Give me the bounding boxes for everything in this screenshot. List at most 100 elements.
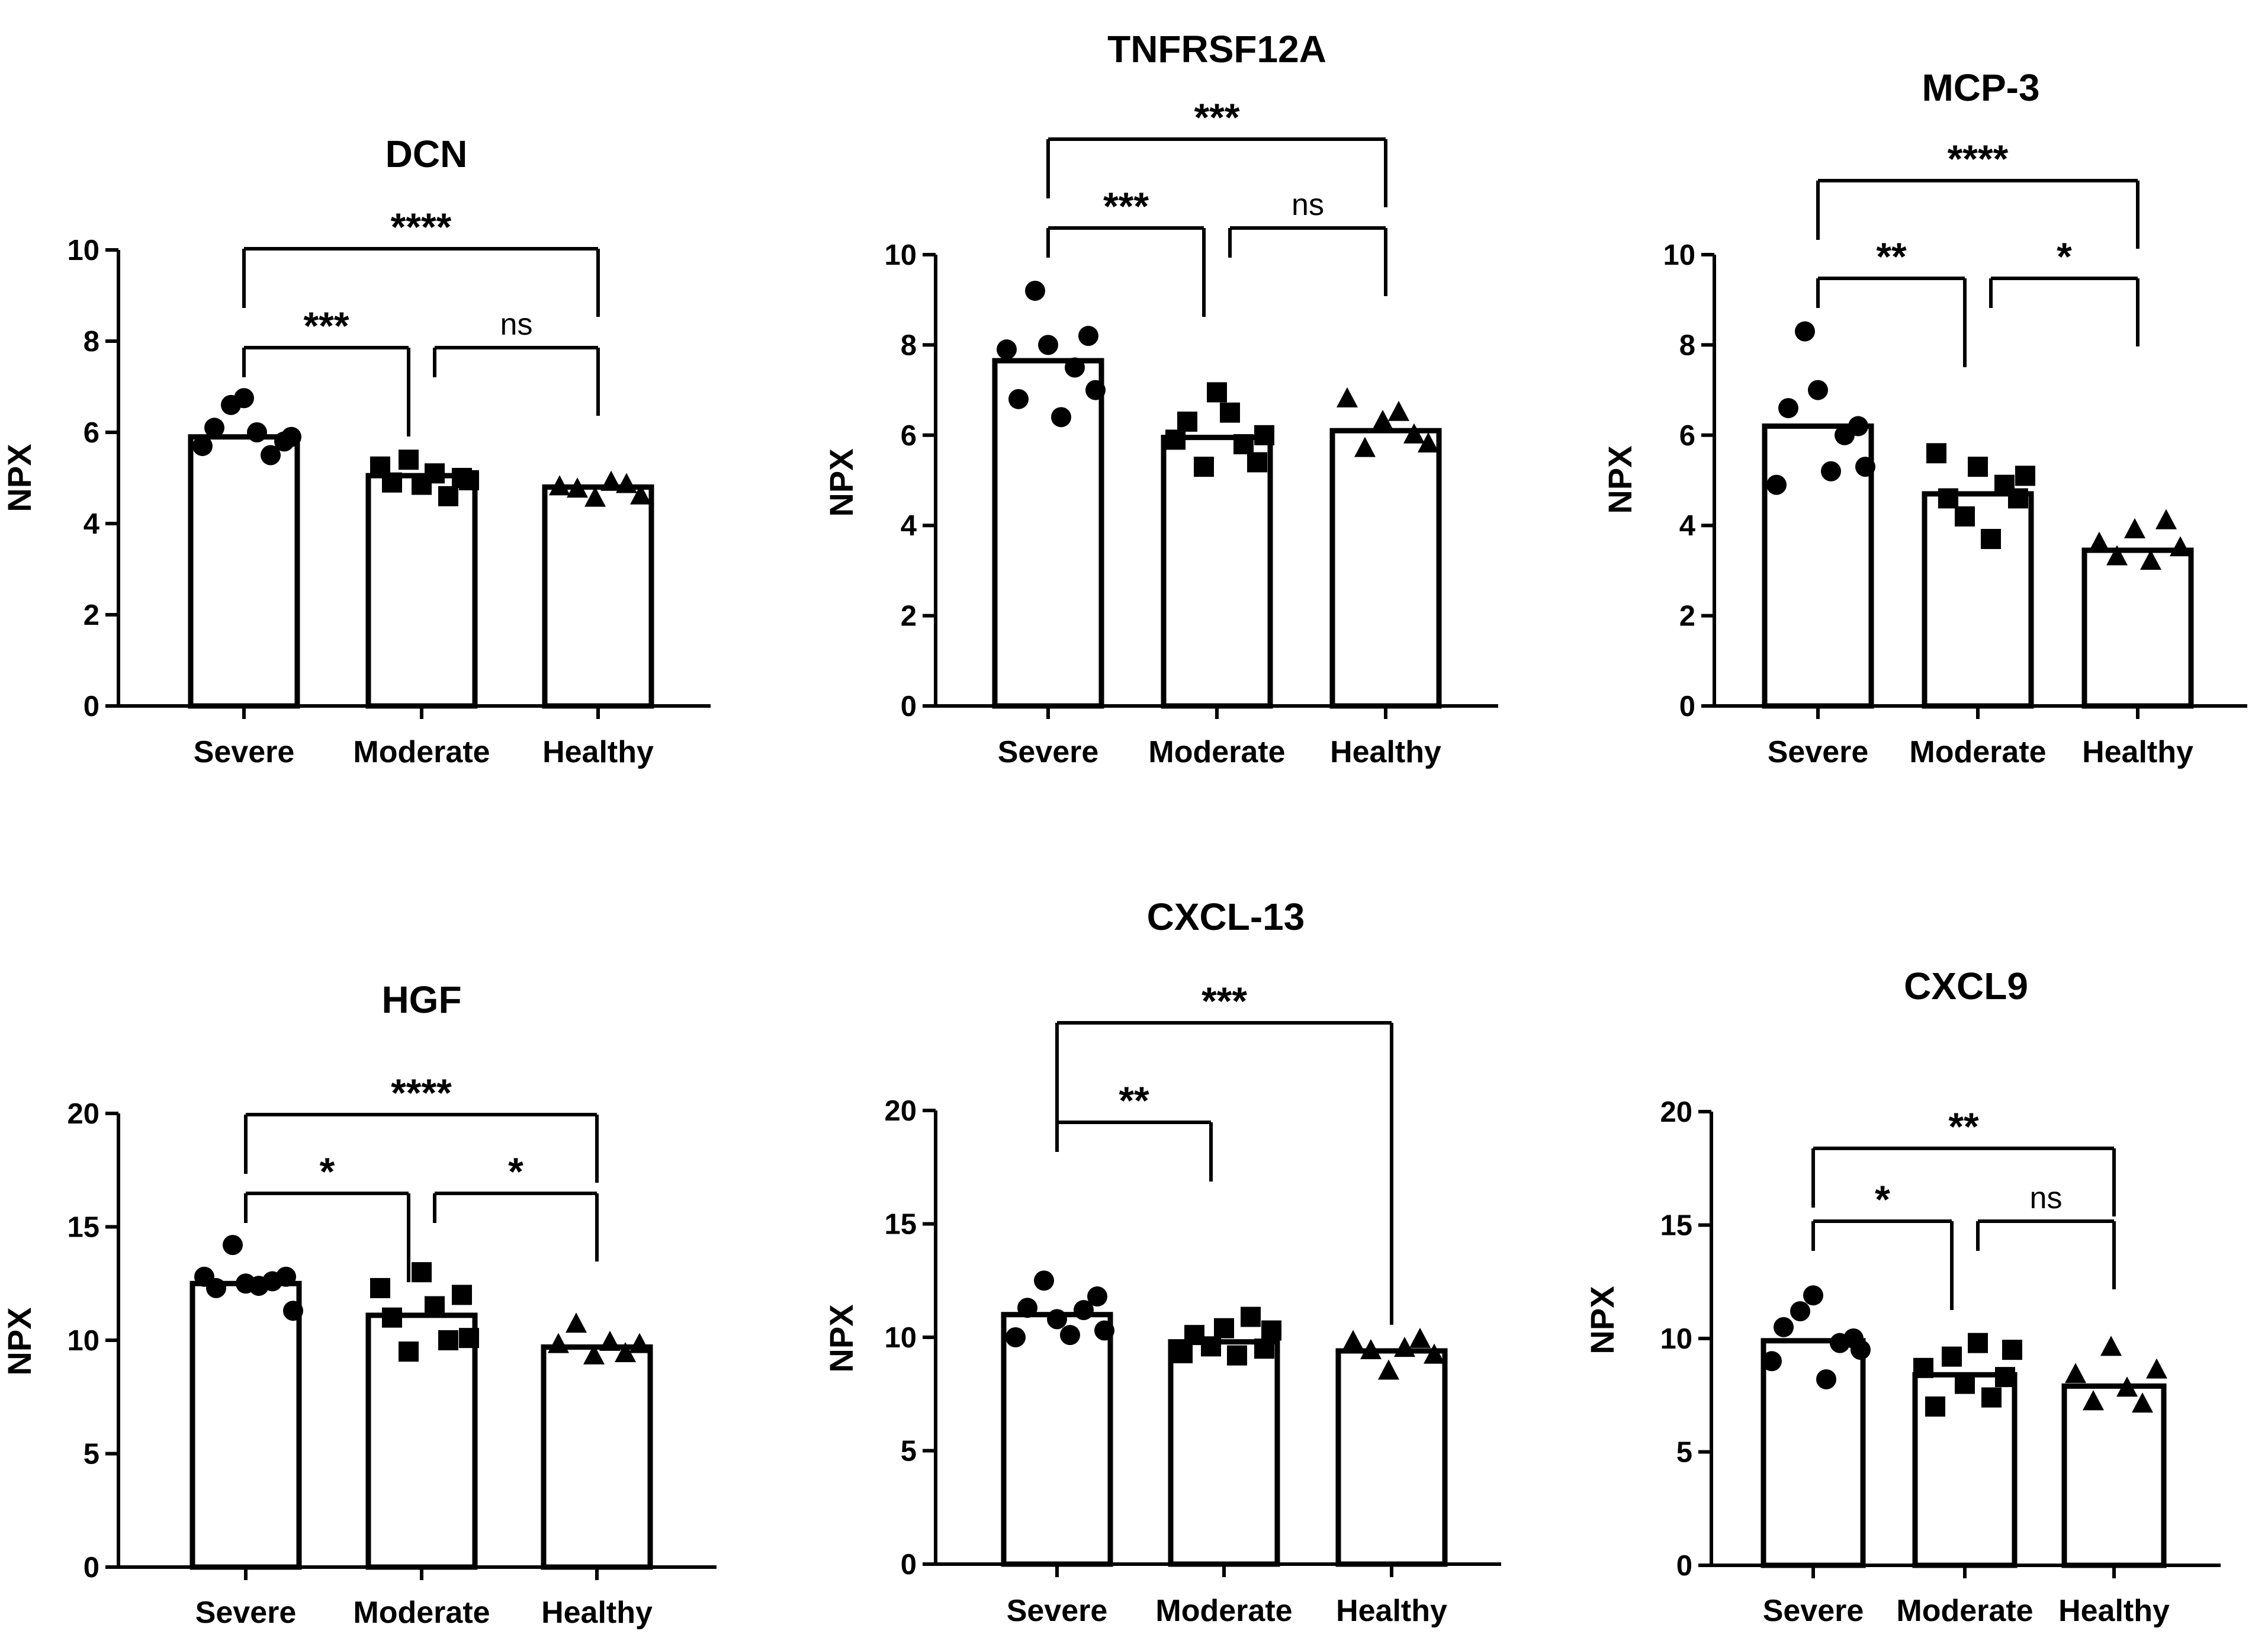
significance-label: *** [1194,95,1239,139]
data-point-circle [247,422,267,442]
data-point-square [1254,425,1274,445]
data-point-triangle [630,484,651,505]
y-tick-label: 20 [67,1098,99,1130]
y-axis-label: NPX [1,444,38,512]
category-label: Severe [1763,1594,1864,1628]
y-tick-label: 8 [83,326,99,358]
data-point-triangle [2155,509,2177,529]
data-point-triangle [1403,423,1425,444]
data-point-circle [283,1301,303,1321]
panel-title: HGF [381,978,461,1021]
data-point-triangle [567,477,588,498]
data-point-triangle [2116,1376,2138,1397]
data-point-circle [223,1235,243,1256]
significance-label: ns [2030,1181,2063,1215]
significance-label: * [2057,235,2072,278]
data-point-circle [1808,380,1828,400]
category-label: Healthy [1330,735,1441,769]
data-point-square [2008,488,2028,509]
y-tick-label: 0 [1676,1550,1692,1582]
y-tick-label: 0 [1679,691,1695,723]
data-point-triangle [1388,400,1409,421]
data-point-triangle [1342,1330,1364,1350]
data-point-square [1227,1345,1247,1366]
data-point-triangle [1337,387,1358,407]
y-tick-label: 6 [83,417,99,449]
y-axis-label: NPX [1,1307,38,1375]
bar [1761,1338,1866,1568]
y-tick-label: 0 [901,1549,917,1581]
data-point-circle [1821,461,1841,481]
panel-tnfrsf12a: TNFRSF12A NPX Severe Moderate Healthy 0 2… [823,28,1498,769]
category-label: Moderate [1909,735,2046,769]
data-point-square [425,1296,445,1317]
significance-label: * [320,1150,335,1193]
y-tick-label: 6 [901,420,917,452]
data-point-circle [1085,380,1106,400]
data-point-circle [1774,1317,1794,1337]
bar [1168,1339,1280,1567]
bar [188,434,300,709]
data-point-square [1926,443,1946,464]
data-point-square [412,1262,432,1283]
data-point-square [1241,1306,1261,1327]
data-point-circle [1078,326,1098,346]
data-point-circle [1034,1270,1054,1291]
data-point-square [1955,506,1975,527]
data-point-triangle [2146,1358,2167,1379]
data-point-circle [1766,474,1787,495]
data-point-triangle [616,473,637,493]
data-point-circle [1778,398,1798,419]
data-point-triangle [548,1333,569,1353]
data-point-circle [204,418,224,438]
data-point-triangle [2106,545,2128,566]
panel-dcn: DCN NPX Severe Moderate Healthy 0 2 4 6 8 10 *… [1,133,711,769]
data-point-square [1247,452,1267,473]
data-point-circle [1816,1369,1836,1389]
data-point-circle [281,426,301,447]
data-point-square [1194,457,1214,477]
data-point-circle [1005,1327,1026,1347]
significance-label: ns [1292,188,1324,222]
data-point-triangle [1394,1337,1415,1357]
data-point-square [1261,1320,1281,1341]
data-point-square [1981,1387,2002,1408]
y-tick-label: 0 [901,691,917,723]
significance-label: **** [391,1071,452,1115]
data-point-square [1254,1338,1274,1359]
bar [1161,435,1273,709]
y-tick-label: 15 [884,1209,917,1241]
significance-label: * [1875,1177,1890,1221]
category-label: Moderate [353,735,490,769]
data-point-square [1177,411,1197,432]
y-tick-label: 20 [1660,1096,1692,1128]
data-point-square [459,470,479,490]
data-point-square [1220,402,1240,423]
y-tick-label: 10 [67,1325,99,1357]
significance-label: ** [1948,1105,1979,1148]
y-tick-label: 0 [83,1552,99,1584]
data-point-square [452,1285,472,1305]
data-point-circle [1074,1300,1094,1321]
y-tick-label: 10 [1660,1323,1692,1355]
significance-label: *** [303,304,349,348]
data-point-triangle [1378,1359,1399,1380]
data-point-square [1165,429,1186,450]
data-point-triangle [2100,1336,2122,1356]
data-point-square [1201,1336,1221,1357]
category-label: Severe [1007,1594,1108,1628]
bar [1762,423,1874,709]
panel-cxcl-13: CXCL-13 NPX Severe Moderate Healthy 0 5 10… [823,895,1501,1628]
data-point-square [1233,434,1254,455]
data-point-circle [206,1277,226,1298]
y-tick-label: 10 [1663,239,1695,271]
data-point-triangle [566,1312,587,1333]
data-point-triangle [584,486,606,507]
data-point-triangle [2132,1392,2153,1413]
category-label: Moderate [1148,735,1285,769]
data-point-triangle [583,1344,605,1365]
significance-label: *** [1103,184,1149,228]
panel-title: DCN [386,133,468,175]
data-point-triangle [1360,1338,1382,1359]
